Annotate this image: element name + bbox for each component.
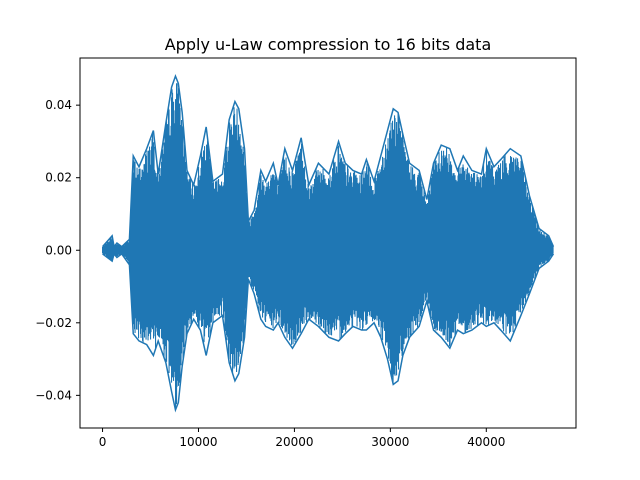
plot-frame [79,57,577,429]
x-tick-label: 40000 [467,435,505,449]
series-layer [101,74,555,413]
y-tick-label: −0.04 [35,388,72,402]
y-tick-label: −0.02 [35,316,72,330]
waveform-upper-envelope [101,74,555,249]
waveform-lower-envelope [102,252,555,413]
plot-area [101,74,555,413]
x-tick-label: 20000 [275,435,313,449]
x-tick-label: 30000 [371,435,409,449]
waveform-trace [102,83,554,409]
x-tick-label: 0 [99,435,107,449]
y-tick-label: 0.00 [45,243,72,257]
waveform-series [101,74,555,413]
y-tick-label: 0.04 [45,98,72,112]
x-axis: 0 10000 20000 30000 40000 [99,428,505,449]
y-axis: −0.04 −0.02 0.00 0.02 0.04 [35,98,80,402]
x-tick-label: 10000 [179,435,217,449]
chart-title: Apply u-Law compression to 16 bits data [165,35,492,54]
y-tick-label: 0.02 [45,171,72,185]
